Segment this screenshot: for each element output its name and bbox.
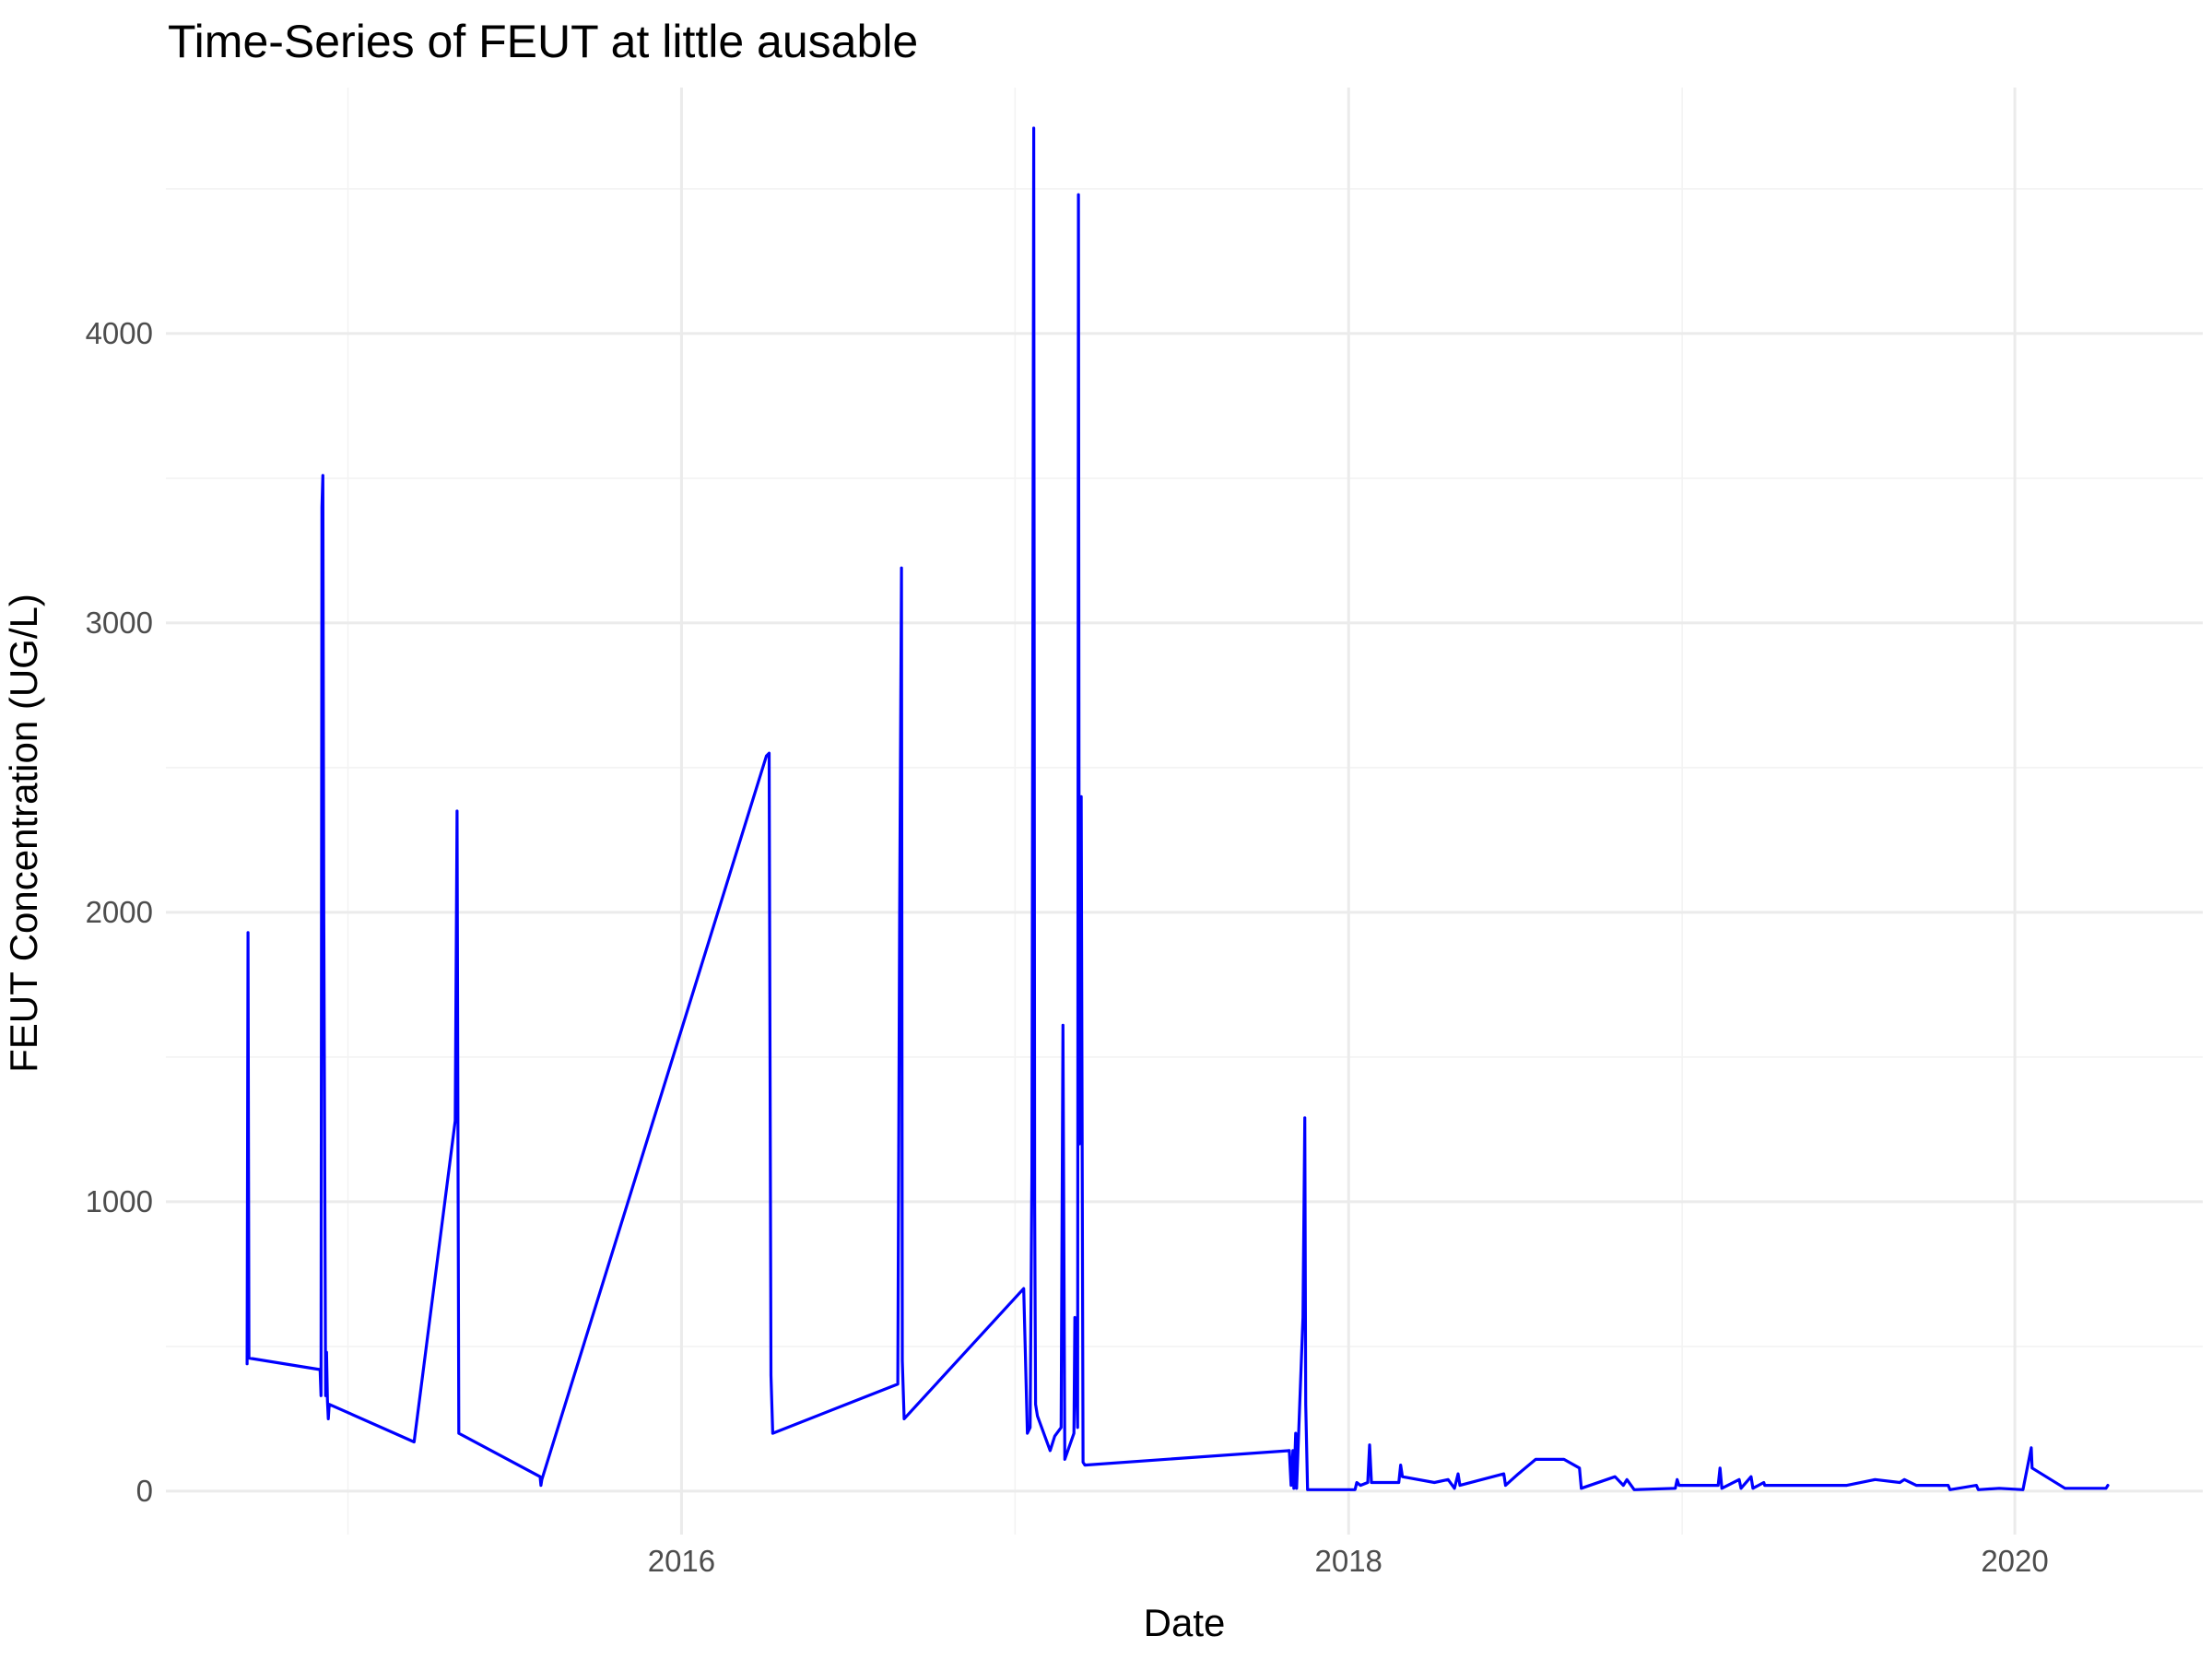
x-tick-label: 2018 (1315, 1544, 1382, 1578)
chart-title: Time-Series of FEUT at little ausable (168, 16, 918, 67)
x-tick-label: 2016 (648, 1544, 715, 1578)
y-tick-label: 0 (136, 1474, 153, 1508)
x-tick-label: 2020 (1981, 1544, 2048, 1578)
tick-labels: 0 1000 2000 3000 4000 2016 2018 2020 (86, 316, 2049, 1578)
y-tick-label: 1000 (86, 1184, 153, 1218)
y-tick-label: 4000 (86, 316, 153, 350)
series-group (245, 126, 2110, 1491)
y-tick-label: 2000 (86, 895, 153, 929)
y-axis-title: FEUT Concentration (UG/L) (2, 594, 45, 1073)
gridlines (166, 88, 2203, 1535)
y-tick-label: 3000 (86, 606, 153, 640)
x-axis-title: Date (1144, 1601, 1226, 1644)
series-line (245, 126, 2110, 1491)
